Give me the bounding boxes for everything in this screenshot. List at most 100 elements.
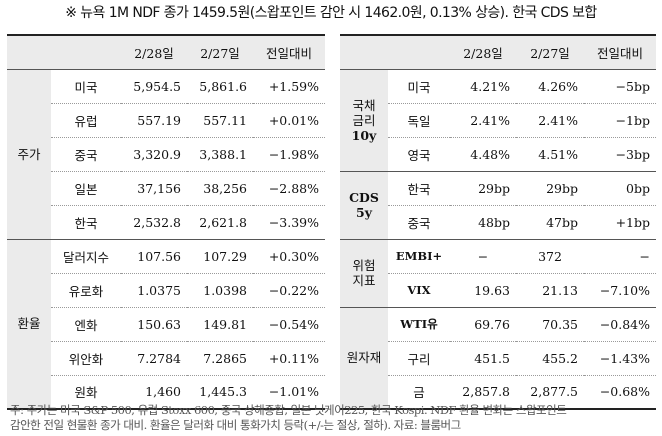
row-name: WTI유 (400, 317, 438, 331)
value-date-2: 372 (538, 248, 562, 264)
table-row: CDS 5y 한국 29bp 29bp 0bp (340, 171, 656, 239)
value-change: −3.39% (268, 214, 319, 230)
group-label-line: 10y (351, 127, 377, 143)
value-date-1: 5,954.5 (133, 78, 181, 94)
value-date-1: 3,320.9 (133, 146, 181, 162)
footnote-line: 주: 주가는 미국 S&P 500, 유럽 Stoxx 600, 중국 상해종합… (10, 403, 567, 417)
value-change: −3bp (615, 146, 650, 162)
value-change: 0bp (626, 180, 650, 196)
row-name: 구리 (407, 351, 431, 367)
header-blank (7, 35, 51, 69)
group-label-line: CDS (349, 190, 379, 205)
row-name: 달러지수 (62, 249, 109, 265)
row-name: 중국 (407, 215, 431, 231)
row-name: VIX (407, 283, 431, 297)
table-row: 위험 지표 EMBI+ − 372 − (340, 239, 656, 307)
group-label-risk: 위험 지표 (340, 239, 388, 307)
value-date-1: 29bp (478, 180, 510, 196)
group-label-line: 지표 (352, 273, 376, 288)
value-change: −0.22% (268, 282, 319, 298)
row-name: 원화 (74, 385, 98, 401)
value-date-2: 455.2 (542, 350, 578, 366)
header-blank (388, 35, 450, 69)
value-change: −1.01% (268, 384, 319, 400)
value-date-2: 149.81 (203, 316, 247, 332)
value-date-2: 1,445.3 (199, 384, 247, 400)
table-row: 구리 451.5 455.2 −1.43% (340, 341, 656, 375)
value-date-1: 107.56 (137, 248, 181, 264)
header-date-1: 2/28일 (450, 35, 516, 69)
value-change: −0.84% (599, 316, 650, 332)
row-name: 유럽 (74, 113, 98, 129)
table-row: 위안화 7.2784 7.2865 +0.11% (7, 341, 325, 375)
value-date-1: 150.63 (137, 316, 181, 332)
header-blank (51, 35, 121, 69)
header-date-2: 2/27일 (187, 35, 253, 69)
value-change: +1bp (615, 214, 650, 230)
table-row: 중국 3,320.9 3,388.1 −1.98% (7, 137, 325, 171)
header-blank (340, 35, 388, 69)
group-label-line: 5y (356, 205, 372, 220)
header-change: 전일대비 (584, 35, 656, 69)
value-change: −2.88% (268, 180, 319, 196)
value-date-1: − (477, 248, 489, 264)
table-row: 영국 4.48% 4.51% −3bp (340, 137, 656, 171)
value-date-2: 4.51% (538, 146, 578, 162)
footnote-line: 감안한 전일 현물환 종가 대비. 환율은 달러화 대비 통화가치 등락(+/-… (10, 418, 461, 432)
value-date-2: 70.35 (542, 316, 578, 332)
value-change: −5bp (615, 78, 650, 94)
group-label-stock: 주가 (7, 69, 51, 239)
value-change: −1.43% (599, 350, 650, 366)
table-row: 주가 미국 5,954.5 5,861.6 +1.59% (7, 69, 325, 239)
row-name: 중국 (74, 147, 98, 163)
group-label-fx: 환율 (7, 239, 51, 409)
value-change: +1.59% (268, 78, 319, 94)
value-change: −1bp (615, 112, 650, 128)
group-label-line: 국채 (352, 97, 376, 113)
value-date-1: 1,460 (145, 384, 181, 400)
group-label-line: 금리 (352, 112, 376, 128)
header-date-2: 2/27일 (516, 35, 584, 69)
value-date-2: 2.41% (538, 112, 578, 128)
value-date-1: 48bp (478, 214, 510, 230)
header-row: 2/28일 2/27일 전일대비 (7, 35, 325, 69)
value-date-1: 1.0375 (137, 282, 181, 298)
value-date-1: 19.63 (474, 282, 510, 298)
value-date-2: 3,388.1 (199, 146, 247, 162)
row-name: 미국 (74, 79, 98, 95)
table-row: 엔화 150.63 149.81 −0.54% (7, 307, 325, 341)
value-change: +0.11% (268, 350, 319, 366)
group-label-cds: CDS 5y (340, 171, 388, 239)
value-date-2: 38,256 (203, 180, 247, 196)
header-date-1: 2/28일 (121, 35, 187, 69)
row-name: 금 (413, 385, 425, 401)
value-date-1: 37,156 (137, 180, 181, 196)
group-label-line: 위험 (352, 258, 376, 273)
value-date-2: 47bp (546, 214, 578, 230)
value-date-1: 451.5 (474, 350, 510, 366)
value-date-2: 107.29 (203, 248, 247, 264)
row-name: 미국 (407, 79, 431, 95)
value-change: −0.68% (599, 384, 650, 400)
row-name: 영국 (407, 147, 431, 163)
table-row: 중국 48bp 47bp +1bp (340, 205, 656, 239)
value-date-1: 2.41% (470, 112, 510, 128)
value-date-1: 557.19 (137, 112, 181, 128)
value-change: −1.98% (268, 146, 319, 162)
row-name: 위안화 (68, 351, 104, 367)
value-date-2: 7.2865 (203, 350, 247, 366)
table-row: 유럽 557.19 557.11 +0.01% (7, 103, 325, 137)
header-row: 2/28일 2/27일 전일대비 (340, 35, 656, 69)
table-row: VIX 19.63 21.13 −7.10% (340, 273, 656, 307)
value-date-2: 4.26% (538, 78, 578, 94)
value-change: −7.10% (599, 282, 650, 298)
value-date-2: 1.0398 (203, 282, 247, 298)
value-date-1: 7.2784 (137, 350, 181, 366)
table-row: 독일 2.41% 2.41% −1bp (340, 103, 656, 137)
value-date-1: 2,857.8 (462, 384, 510, 400)
value-date-2: 5,861.6 (199, 78, 247, 94)
group-label-bond: 국채 금리 10y (340, 69, 388, 171)
table-row: 환율 달러지수 107.56 107.29 +0.30% (7, 239, 325, 409)
table-row: 유로화 1.0375 1.0398 −0.22% (7, 273, 325, 307)
value-date-2: 2,877.5 (530, 384, 578, 400)
